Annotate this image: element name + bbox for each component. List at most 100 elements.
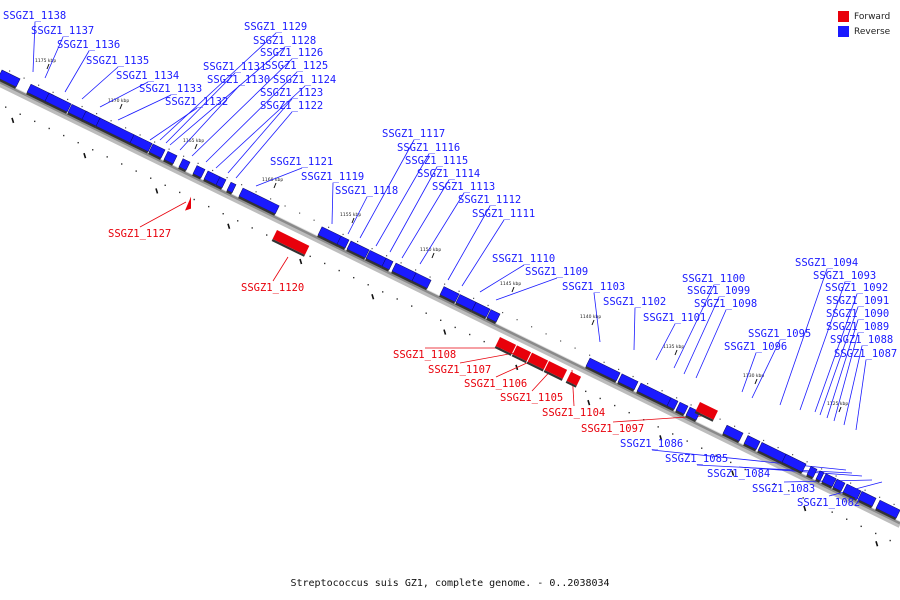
- gene-block-ssgz1-1100[interactable]: [666, 397, 679, 412]
- gene-label-ssgz1-1121[interactable]: SSGZ1_1121: [270, 156, 333, 168]
- gene-block-ssgz1-1103[interactable]: [585, 357, 621, 383]
- gene-label-ssgz1-1131[interactable]: SSGZ1_1131: [203, 61, 266, 73]
- gene-block-ssgz1-1087[interactable]: [857, 491, 877, 509]
- gene-block-ssgz1-1108[interactable]: [494, 337, 517, 356]
- gene-label-ssgz1-1133[interactable]: SSGZ1_1133: [139, 83, 202, 95]
- gene-label-ssgz1-1136[interactable]: SSGZ1_1136: [57, 39, 120, 51]
- gene-block-ssgz1-1117[interactable]: [346, 240, 370, 260]
- gene-label-ssgz1-1089[interactable]: SSGZ1_1089: [826, 321, 889, 333]
- gene-block-ssgz1-1127[interactable]: [185, 196, 191, 211]
- gene-label-ssgz1-1108[interactable]: SSGZ1_1108: [393, 349, 456, 361]
- gene-block-ssgz1-1092[interactable]: [806, 466, 818, 480]
- gene-label-ssgz1-1105[interactable]: SSGZ1_1105: [500, 392, 563, 404]
- gene-label-ssgz1-1123[interactable]: SSGZ1_1123: [260, 87, 323, 99]
- gene-label-ssgz1-1115[interactable]: SSGZ1_1115: [405, 155, 468, 167]
- gene-label-ssgz1-1124[interactable]: SSGZ1_1124: [273, 74, 336, 86]
- gene-block-ssgz1-1112[interactable]: [439, 286, 460, 305]
- gene-block-ssgz1-1093[interactable]: [781, 453, 807, 475]
- gene-block-ssgz1-1122[interactable]: [238, 187, 280, 216]
- gene-block-ssgz1-1102[interactable]: [617, 373, 639, 392]
- gene-label-ssgz1-1137[interactable]: SSGZ1_1137: [31, 25, 94, 37]
- scale-tick-label: 1140 kbp: [580, 314, 601, 320]
- gene-block-ssgz1-1113[interactable]: [411, 272, 432, 291]
- gene-block-ssgz1-1110[interactable]: [471, 301, 491, 320]
- gene-label-ssgz1-1130[interactable]: SSGZ1_1130: [207, 74, 270, 86]
- forward-swatch: [838, 11, 849, 22]
- gene-label-ssgz1-1102[interactable]: SSGZ1_1102: [603, 296, 666, 308]
- gene-label-ssgz1-1097[interactable]: SSGZ1_1097: [581, 423, 644, 435]
- gene-label-ssgz1-1112[interactable]: SSGZ1_1112: [458, 194, 521, 206]
- gene-label-ssgz1-1138[interactable]: SSGZ1_1138: [3, 10, 66, 22]
- gene-label-ssgz1-1113[interactable]: SSGZ1_1113: [432, 181, 495, 193]
- gene-label-ssgz1-1132[interactable]: SSGZ1_1132: [165, 96, 228, 108]
- gene-block-ssgz1-1115[interactable]: [381, 257, 394, 272]
- gene-label-ssgz1-1092[interactable]: SSGZ1_1092: [825, 282, 888, 294]
- gene-block-ssgz1-1091[interactable]: [815, 470, 825, 483]
- gene-label-ssgz1-1107[interactable]: SSGZ1_1107: [428, 364, 491, 376]
- gene-block-ssgz1-1124[interactable]: [226, 181, 237, 195]
- gene-block-ssgz1-1088[interactable]: [842, 483, 862, 501]
- gene-label-ssgz1-1103[interactable]: SSGZ1_1103: [562, 281, 625, 293]
- gene-block-ssgz1-1132[interactable]: [129, 134, 153, 154]
- gene-label-ssgz1-1134[interactable]: SSGZ1_1134: [116, 70, 179, 82]
- gene-label-ssgz1-1099[interactable]: SSGZ1_1099: [687, 285, 750, 297]
- gene-block-ssgz1-1129[interactable]: [178, 158, 191, 173]
- gene-block-ssgz1-1120[interactable]: [271, 230, 310, 257]
- gene-label-ssgz1-1095[interactable]: SSGZ1_1095: [748, 328, 811, 340]
- gene-label-ssgz1-1125[interactable]: SSGZ1_1125: [265, 60, 328, 72]
- gene-block-ssgz1-1138[interactable]: [0, 69, 21, 89]
- gene-label-ssgz1-1119[interactable]: SSGZ1_1119: [301, 171, 364, 183]
- gene-label-ssgz1-1104[interactable]: SSGZ1_1104: [542, 407, 605, 419]
- gene-block-ssgz1-1128[interactable]: [192, 165, 206, 180]
- gene-block-ssgz1-1096[interactable]: [722, 424, 744, 444]
- gene-label-ssgz1-1109[interactable]: SSGZ1_1109: [525, 266, 588, 278]
- gene-label-ssgz1-1114[interactable]: SSGZ1_1114: [417, 168, 480, 180]
- gene-label-ssgz1-1094[interactable]: SSGZ1_1094: [795, 257, 858, 269]
- gene-block-ssgz1-1111[interactable]: [455, 294, 477, 313]
- gene-block-ssgz1-1106[interactable]: [526, 352, 549, 372]
- gene-label-ssgz1-1091[interactable]: SSGZ1_1091: [826, 295, 889, 307]
- gene-label-ssgz1-1083[interactable]: SSGZ1_1083: [752, 483, 815, 495]
- gene-block-ssgz1-1118[interactable]: [336, 235, 350, 251]
- gene-label-ssgz1-1106[interactable]: SSGZ1_1106: [464, 378, 527, 390]
- gene-block-ssgz1-1095[interactable]: [743, 435, 761, 452]
- gene-block-ssgz1-1086[interactable]: [875, 499, 900, 521]
- gene-label-ssgz1-1120[interactable]: SSGZ1_1120: [241, 282, 304, 294]
- gene-block-ssgz1-1089[interactable]: [832, 478, 846, 494]
- gene-block-ssgz1-1104[interactable]: [565, 371, 582, 388]
- gene-label-ssgz1-1122[interactable]: SSGZ1_1122: [260, 100, 323, 112]
- gene-label-ssgz1-1129[interactable]: SSGZ1_1129: [244, 21, 307, 33]
- gene-block-ssgz1-1090[interactable]: [821, 473, 837, 489]
- gene-label-ssgz1-1082[interactable]: SSGZ1_1082: [797, 497, 860, 509]
- gene-block-ssgz1-1109[interactable]: [486, 309, 501, 325]
- gene-label-ssgz1-1096[interactable]: SSGZ1_1096: [724, 341, 787, 353]
- gene-label-ssgz1-1100[interactable]: SSGZ1_1100: [682, 273, 745, 285]
- gene-label-ssgz1-1086[interactable]: SSGZ1_1086: [620, 438, 683, 450]
- gene-label-ssgz1-1085[interactable]: SSGZ1_1085: [665, 453, 728, 465]
- gene-label-ssgz1-1128[interactable]: SSGZ1_1128: [253, 35, 316, 47]
- gene-label-ssgz1-1087[interactable]: SSGZ1_1087: [834, 348, 897, 360]
- gene-block-ssgz1-1136[interactable]: [44, 92, 72, 114]
- gene-block-ssgz1-1107[interactable]: [511, 345, 532, 364]
- gene-label-ssgz1-1084[interactable]: SSGZ1_1084: [707, 468, 770, 480]
- gene-block-ssgz1-1130[interactable]: [163, 150, 178, 166]
- gene-block-ssgz1-1097[interactable]: [694, 402, 718, 422]
- gene-label-ssgz1-1101[interactable]: SSGZ1_1101: [643, 312, 706, 324]
- gene-label-ssgz1-1135[interactable]: SSGZ1_1135: [86, 55, 149, 67]
- gene-block-ssgz1-1131[interactable]: [148, 143, 166, 160]
- gene-label-ssgz1-1110[interactable]: SSGZ1_1110: [492, 253, 555, 265]
- gene-label-ssgz1-1090[interactable]: SSGZ1_1090: [826, 308, 889, 320]
- gene-block-ssgz1-1125[interactable]: [215, 176, 227, 190]
- gene-block-ssgz1-1105[interactable]: [543, 361, 568, 381]
- gene-label-ssgz1-1116[interactable]: SSGZ1_1116: [397, 142, 460, 154]
- gene-label-ssgz1-1118[interactable]: SSGZ1_1118: [335, 185, 398, 197]
- gene-label-ssgz1-1093[interactable]: SSGZ1_1093: [813, 270, 876, 282]
- gene-block-ssgz1-1099[interactable]: [675, 401, 689, 417]
- gene-label-ssgz1-1127[interactable]: SSGZ1_1127: [108, 228, 171, 240]
- gene-label-ssgz1-1098[interactable]: SSGZ1_1098: [694, 298, 757, 310]
- gene-label-ssgz1-1088[interactable]: SSGZ1_1088: [830, 334, 893, 346]
- scale-tick-label: 1135 kbp: [663, 344, 684, 350]
- gene-label-ssgz1-1126[interactable]: SSGZ1_1126: [260, 47, 323, 59]
- gene-label-ssgz1-1117[interactable]: SSGZ1_1117: [382, 128, 445, 140]
- gene-label-ssgz1-1111[interactable]: SSGZ1_1111: [472, 208, 535, 220]
